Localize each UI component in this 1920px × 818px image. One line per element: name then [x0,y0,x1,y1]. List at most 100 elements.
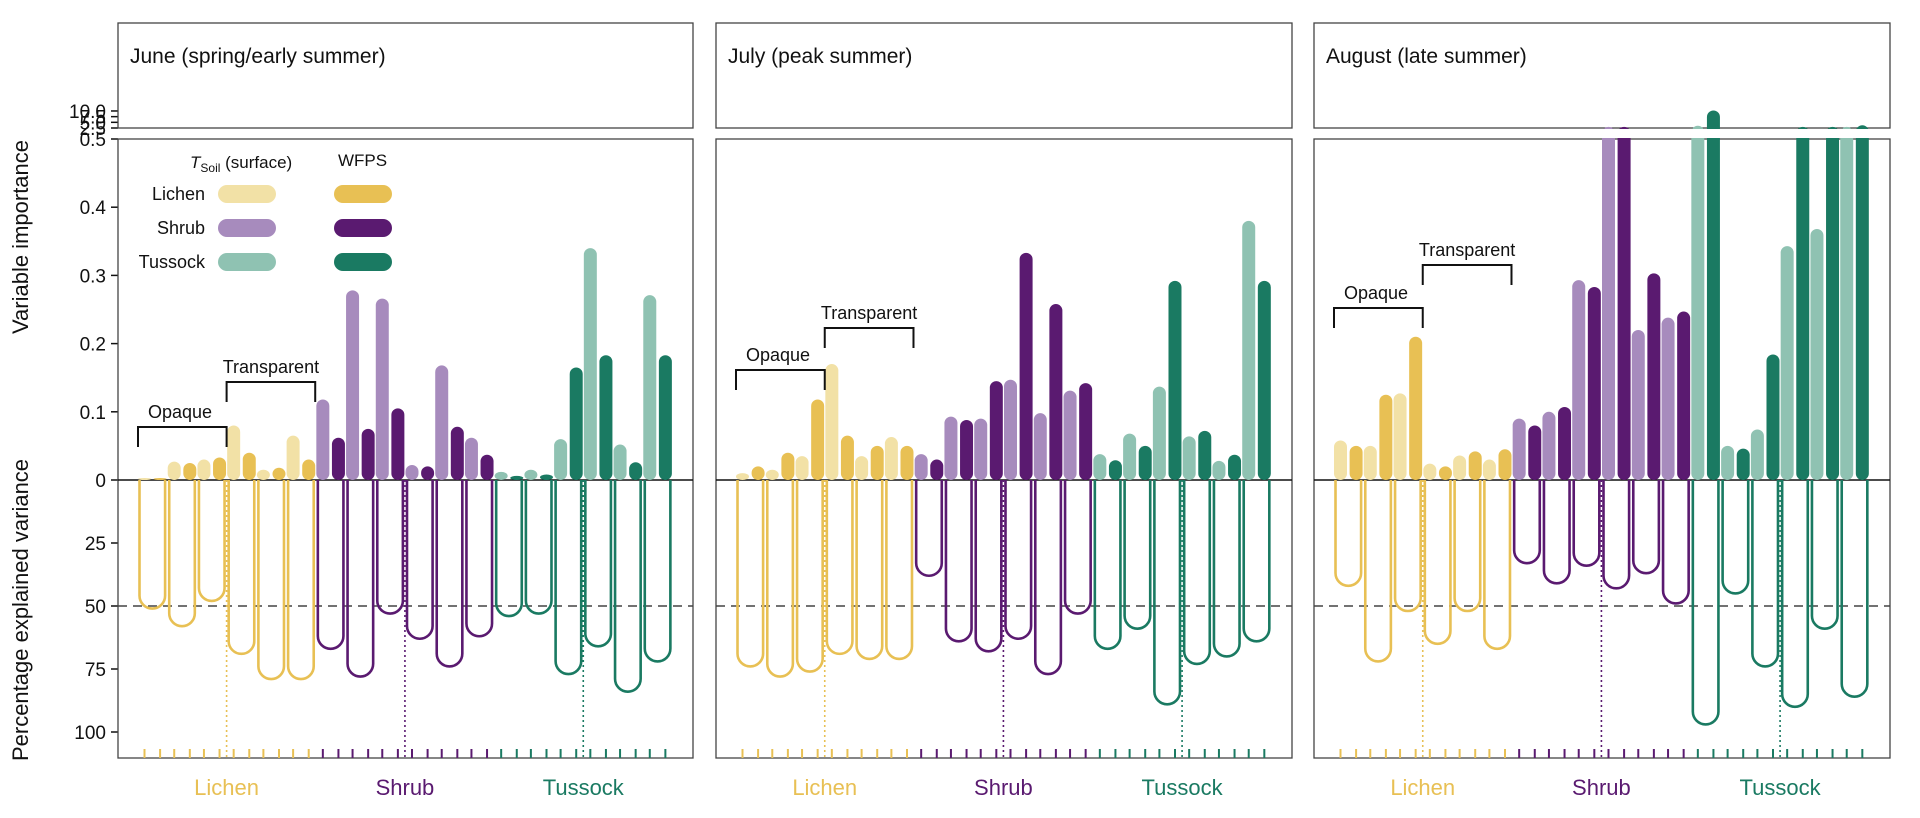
importance-bar [599,355,613,480]
group-label-tussock: Tussock [1142,775,1224,800]
importance-bar [1212,460,1226,480]
panels: June (spring/early summer) Lichen Shrub Tus… [117,22,1891,800]
variance-loop [227,480,256,656]
variance-loop [1093,480,1122,651]
importance-bar [272,467,286,480]
variance-loop [465,480,494,638]
importance-bar [1826,126,1840,481]
importance-bar [1587,286,1601,480]
variance-loop [855,480,884,661]
legend-swatch-wfps [334,185,392,203]
legend-swatch-tsoil [218,253,276,271]
importance-bar [1498,449,1512,480]
group-label-shrub: Shrub [974,775,1033,800]
importance-bar [480,454,494,480]
importance-bar [1482,459,1496,480]
importance-bar [391,408,405,480]
variance-loop [1212,480,1241,658]
importance-bar [840,435,854,480]
importance-bar [1468,451,1482,480]
importance-bar [1079,383,1093,480]
y-tick-label: 0.1 [80,403,106,424]
importance-bar [1855,125,1869,480]
variance-loop [1572,480,1601,567]
importance-bar [613,444,627,480]
legend-header-tsoil: TSoil (surface) [190,153,292,175]
importance-bar [1257,280,1271,480]
y-tick-label: 25 [85,534,106,555]
importance-bar [361,428,375,480]
importance-bar [1152,386,1166,480]
importance-bar [1182,436,1196,480]
importance-bar [1093,454,1107,480]
importance-bar [629,462,643,480]
panel-3: August (late summer) Lichen Shrub Tussock Op… [1313,22,1891,800]
legend: TSoil (surface) WFPS Lichen Shrub Tussock [139,151,392,272]
y-tick-label: 100 [74,723,106,744]
importance-bar [286,435,300,480]
importance-bar [900,445,914,480]
importance-bar [1661,317,1675,480]
variance-loop [1004,480,1033,641]
importance-bar [1004,379,1017,480]
importance-bar [1647,273,1661,480]
importance-bar [302,459,316,480]
importance-bar [884,437,898,480]
importance-bar [960,419,974,480]
variance-loop [643,480,672,663]
importance-bar [331,437,345,480]
variance-loop [167,480,197,628]
variance-loop [405,480,434,641]
variance-loop [1182,480,1212,666]
y-tick-label: 0 [95,471,106,492]
legend-swatch-tsoil [218,219,276,237]
transparent-bracket [823,327,915,348]
variance-loop [346,480,375,678]
group-label-lichen: Lichen [194,775,259,800]
axis-break-gap [1839,129,1855,138]
variance-loop [1483,480,1512,651]
variance-loop [1780,480,1810,709]
opaque-label: Opaque [1344,283,1408,303]
variance-loop [1721,480,1750,595]
axis-break-gap [1616,129,1632,138]
importance-bar [153,477,167,480]
importance-bar [524,469,538,480]
importance-bar [1108,460,1122,480]
axis-break-gap [1825,129,1841,138]
legend-label-shrub: Shrub [157,218,205,238]
variance-loop [1393,480,1422,613]
importance-bar [316,399,330,480]
importance-bar [1766,354,1780,480]
importance-bar [870,445,884,480]
group-label-shrub: Shrub [1572,775,1631,800]
importance-bar [1019,252,1033,480]
variance-loop [197,480,226,603]
importance-bar [1242,220,1256,480]
legend-swatch-wfps [334,253,392,271]
y-tick-label: 10.0 [69,102,106,123]
transparent-bracket [1421,264,1513,285]
importance-bar [643,295,657,480]
panel-break-frame [1313,22,1891,129]
panel-2: July (peak summer) Lichen Shrub Tussock Opaq… [715,22,1293,800]
variance-loop [795,480,824,673]
y-tick-label: 5.0 [80,113,106,134]
variance-loop [1033,480,1063,676]
opaque-label: Opaque [148,402,212,422]
variance-loop [1363,480,1393,663]
importance-bar [1602,126,1615,481]
variance-loop [524,480,553,615]
importance-bar [1168,280,1182,480]
variance-loop [1242,480,1271,643]
importance-bar [1409,336,1423,480]
panel-break-frame [117,22,694,129]
importance-bar [1379,394,1393,480]
axis-break-gap [1854,129,1870,138]
importance-bar [1721,445,1735,480]
axis-break-gap [1705,129,1721,138]
variance-loop [736,480,765,668]
importance-bar [930,459,944,480]
importance-bar [256,469,270,480]
